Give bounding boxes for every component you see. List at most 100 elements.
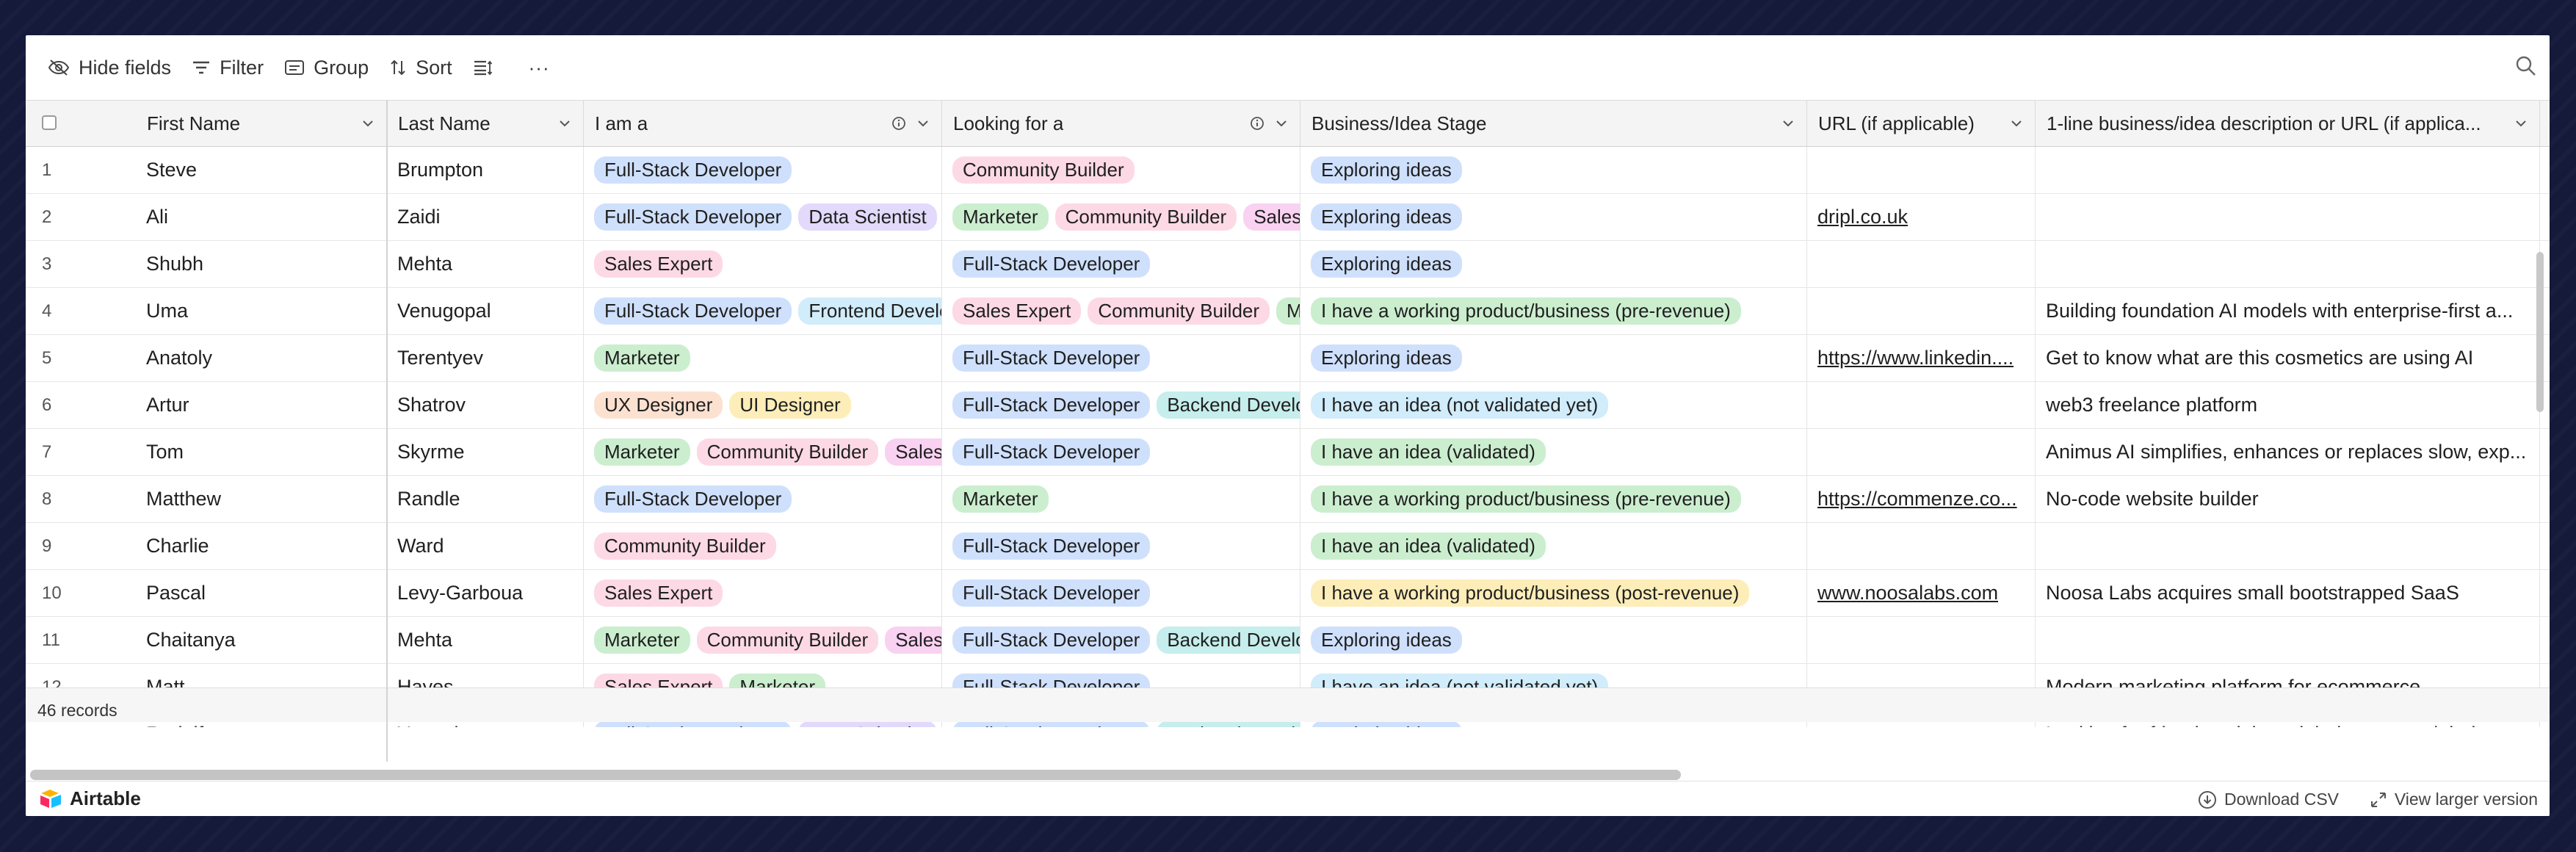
- vertical-scrollbar[interactable]: [2536, 252, 2544, 412]
- info-icon[interactable]: [891, 116, 906, 131]
- cell-first[interactable]: Chaitanya: [136, 617, 387, 663]
- cell-url[interactable]: [1807, 288, 2036, 334]
- cell-looking[interactable]: Full-Stack Developer: [942, 429, 1300, 475]
- chevron-down-icon[interactable]: [361, 117, 375, 130]
- table-row[interactable]: 6 Artur Shatrov UX Designer UI Designer Full-…: [26, 382, 2550, 429]
- cell-desc[interactable]: [2036, 617, 2540, 663]
- cell-stage[interactable]: Exploring ideas: [1300, 147, 1807, 193]
- row-height-button[interactable]: [463, 47, 513, 88]
- cell-first[interactable]: Shubh: [136, 241, 387, 287]
- cell-num[interactable]: 3: [26, 241, 136, 287]
- more-options-button[interactable]: ···: [518, 47, 560, 88]
- table-row[interactable]: 9 Charlie Ward Community Builder Full-Stack …: [26, 523, 2550, 570]
- cell-last[interactable]: Shatrov: [387, 382, 584, 428]
- table-row[interactable]: 1 Steve Brumpton Full-Stack Developer Commun…: [26, 147, 2550, 194]
- horizontal-scrollbar[interactable]: [30, 770, 1681, 780]
- cell-iam[interactable]: Community Builder: [584, 523, 942, 569]
- cell-first[interactable]: Charlie: [136, 523, 387, 569]
- cell-first[interactable]: Matthew: [136, 476, 387, 522]
- cell-stage[interactable]: Exploring ideas: [1300, 335, 1807, 381]
- cell-desc[interactable]: Building foundation AI models with enter…: [2036, 288, 2540, 334]
- download-csv-link[interactable]: Download CSV: [2198, 790, 2339, 809]
- cell-first[interactable]: Uma: [136, 288, 387, 334]
- cell-num[interactable]: 5: [26, 335, 136, 381]
- url-link[interactable]: https://www.linkedin....: [1817, 347, 2014, 369]
- header-i-am-a[interactable]: I am a: [584, 101, 942, 146]
- cell-looking[interactable]: Marketer: [942, 476, 1300, 522]
- header-looking-for[interactable]: Looking for a: [942, 101, 1300, 146]
- cell-first[interactable]: Steve: [136, 147, 387, 193]
- cell-stage[interactable]: Exploring ideas: [1300, 241, 1807, 287]
- cell-stage[interactable]: I have a working product/business (post-…: [1300, 570, 1807, 616]
- cell-looking[interactable]: Full-Stack Developer: [942, 570, 1300, 616]
- cell-desc[interactable]: [2036, 241, 2540, 287]
- airtable-logo[interactable]: Airtable: [39, 787, 141, 810]
- cell-stage[interactable]: Exploring ideas: [1300, 194, 1807, 240]
- cell-num[interactable]: 7: [26, 429, 136, 475]
- chevron-down-icon[interactable]: [2514, 117, 2528, 130]
- header-business-stage[interactable]: Business/Idea Stage: [1300, 101, 1807, 146]
- cell-desc[interactable]: [2036, 523, 2540, 569]
- table-row[interactable]: 4 Uma Venugopal Full-Stack Developer Fronten…: [26, 288, 2550, 335]
- info-icon[interactable]: [1250, 116, 1265, 131]
- cell-num[interactable]: 8: [26, 476, 136, 522]
- cell-desc[interactable]: Animus AI simplifies, enhances or replac…: [2036, 429, 2540, 475]
- cell-last[interactable]: Venugopal: [387, 288, 584, 334]
- cell-desc[interactable]: Get to know what are this cosmetics are …: [2036, 335, 2540, 381]
- chevron-down-icon[interactable]: [916, 117, 930, 130]
- table-row[interactable]: 13 Rodolfo Yamada Full-Stack Developer Data …: [26, 711, 2550, 727]
- cell-last[interactable]: Skyrme: [387, 429, 584, 475]
- cell-url[interactable]: [1807, 382, 2036, 428]
- cell-iam[interactable]: Marketer: [584, 335, 942, 381]
- cell-num[interactable]: 2: [26, 194, 136, 240]
- select-all-checkbox[interactable]: [42, 115, 57, 130]
- cell-first[interactable]: Pascal: [136, 570, 387, 616]
- cell-desc[interactable]: No-code website builder: [2036, 476, 2540, 522]
- cell-first[interactable]: Anatoly: [136, 335, 387, 381]
- cell-stage[interactable]: I have a working product/business (pre-r…: [1300, 288, 1807, 334]
- cell-iam[interactable]: UX Designer UI Designer: [584, 382, 942, 428]
- cell-url[interactable]: [1807, 617, 2036, 663]
- filter-button[interactable]: Filter: [181, 47, 274, 88]
- cell-last[interactable]: Terentyev: [387, 335, 584, 381]
- table-row[interactable]: 2 Ali Zaidi Full-Stack Developer Data Scient…: [26, 194, 2550, 241]
- table-row[interactable]: 3 Shubh Mehta Sales Expert Full-Stack Develo…: [26, 241, 2550, 288]
- header-url[interactable]: URL (if applicable): [1807, 101, 2036, 146]
- cell-num[interactable]: 10: [26, 570, 136, 616]
- url-link[interactable]: www.noosalabs.com: [1817, 582, 1999, 604]
- cell-looking[interactable]: Full-Stack Developer: [942, 523, 1300, 569]
- table-row[interactable]: 8 Matthew Randle Full-Stack Developer Market…: [26, 476, 2550, 523]
- cell-looking[interactable]: Full-Stack Developer: [942, 241, 1300, 287]
- search-button[interactable]: [2514, 54, 2538, 82]
- cell-url[interactable]: [1807, 147, 2036, 193]
- header-description[interactable]: 1-line business/idea description or URL …: [2036, 101, 2540, 146]
- cell-url[interactable]: https://www.linkedin....: [1807, 335, 2036, 381]
- group-button[interactable]: Group: [274, 47, 379, 88]
- cell-desc[interactable]: [2036, 194, 2540, 240]
- chevron-down-icon[interactable]: [558, 117, 571, 130]
- cell-iam[interactable]: Sales Expert: [584, 570, 942, 616]
- hide-fields-button[interactable]: Hide fields: [37, 47, 181, 88]
- table-row[interactable]: 11 Chaitanya Mehta Marketer Community Builde…: [26, 617, 2550, 664]
- cell-num[interactable]: 13: [26, 711, 136, 728]
- view-larger-link[interactable]: View larger version: [2370, 790, 2538, 809]
- chevron-down-icon[interactable]: [1275, 117, 1288, 130]
- cell-num[interactable]: 9: [26, 523, 136, 569]
- table-row[interactable]: 5 Anatoly Terentyev Marketer Full-Stack Deve…: [26, 335, 2550, 382]
- cell-stage[interactable]: I have a working product/business (pre-r…: [1300, 476, 1807, 522]
- cell-stage[interactable]: I have an idea (validated): [1300, 429, 1807, 475]
- cell-first[interactable]: Tom: [136, 429, 387, 475]
- cell-desc[interactable]: Noosa Labs acquires small bootstrapped S…: [2036, 570, 2540, 616]
- url-link[interactable]: dripl.co.uk: [1817, 206, 1909, 228]
- cell-url[interactable]: https://commenze.co...: [1807, 476, 2036, 522]
- cell-iam[interactable]: Full-Stack Developer: [584, 476, 942, 522]
- cell-url[interactable]: [1807, 429, 2036, 475]
- cell-first[interactable]: Ali: [136, 194, 387, 240]
